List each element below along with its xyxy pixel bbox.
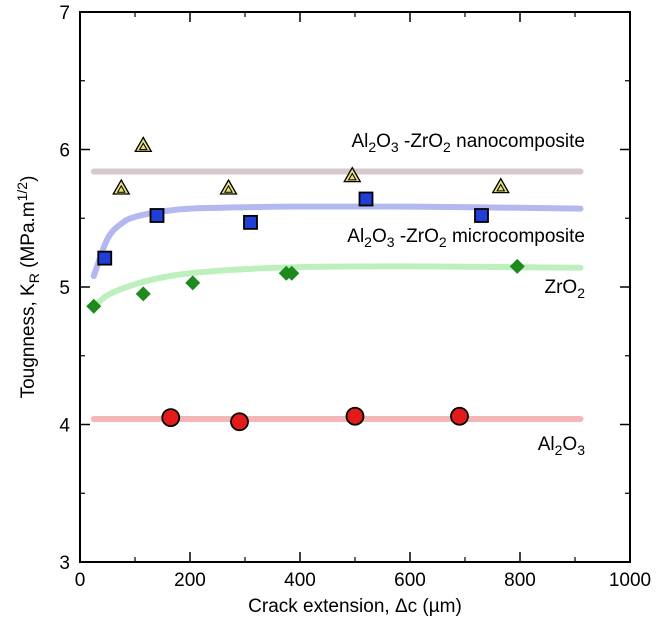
curve-label-text: nanocomposite bbox=[451, 131, 585, 152]
data-point-diamond bbox=[86, 298, 102, 314]
x-tick-label: 0 bbox=[75, 570, 86, 591]
data-point-triangle bbox=[491, 177, 510, 194]
curve-label-text: ZrO bbox=[544, 277, 577, 298]
curve-label-subscript: 2 bbox=[364, 234, 372, 250]
data-markers bbox=[86, 136, 525, 432]
data-point-circle bbox=[161, 408, 181, 428]
fit-line bbox=[90, 263, 584, 311]
data-point-circle bbox=[450, 406, 469, 426]
data-point-triangle bbox=[112, 178, 131, 195]
fit-line bbox=[90, 203, 584, 279]
fit-lines bbox=[90, 168, 584, 422]
curve-label-text: Al bbox=[538, 434, 555, 455]
data-point-square bbox=[358, 191, 374, 207]
curve-label-subscript: 2 bbox=[439, 234, 447, 250]
curve-label: Al2O3 bbox=[538, 434, 585, 458]
axis-ticks bbox=[79, 11, 631, 563]
y-axis-title-unit: (MPa.m bbox=[18, 201, 39, 273]
data-point-triangle-inner bbox=[224, 184, 233, 193]
data-point-triangle bbox=[134, 136, 153, 153]
curve-label-text: -ZrO bbox=[395, 226, 439, 247]
y-tick-label: 4 bbox=[59, 416, 70, 437]
x-tick-label: 1000 bbox=[609, 570, 651, 591]
y-tick-label: 5 bbox=[59, 278, 70, 299]
curve-label-text: O bbox=[376, 131, 391, 152]
data-point-diamond bbox=[509, 258, 525, 274]
curve-label-text: -ZrO bbox=[399, 131, 443, 152]
y-axis-title: Tougnness, KR (MPa.m1/2) bbox=[14, 176, 42, 399]
y-axis-title-main: Tougnness, K bbox=[18, 283, 39, 398]
curve-label: Al2O3 -ZrO2 microcomposite bbox=[347, 226, 585, 250]
curve-label-text: Al bbox=[351, 131, 368, 152]
data-point-square bbox=[243, 214, 258, 230]
x-axis-title: Crack extension, Δc (µm) bbox=[248, 596, 462, 617]
data-point-diamond bbox=[135, 286, 151, 302]
data-point-square bbox=[97, 250, 113, 266]
y-axis-title-sub: R bbox=[26, 273, 42, 283]
data-point-triangle-inner bbox=[496, 183, 506, 192]
curve-label-text: Al bbox=[347, 226, 364, 247]
curve-label-text: microcomposite bbox=[447, 226, 585, 247]
data-point-square bbox=[474, 208, 489, 223]
y-tick-label: 6 bbox=[59, 141, 70, 162]
curve-label-text: O bbox=[372, 226, 387, 247]
curve-label-subscript: 3 bbox=[391, 139, 399, 155]
data-point-triangle-inner bbox=[347, 172, 357, 181]
curve-label: Al2O3 -ZrO2 nanocomposite bbox=[351, 131, 585, 155]
y-axis-title-close: ) bbox=[18, 176, 39, 182]
data-point-circle bbox=[345, 406, 365, 426]
x-tick-label: 600 bbox=[394, 570, 426, 591]
data-point-diamond bbox=[185, 275, 201, 291]
data-point-circle bbox=[230, 412, 249, 432]
data-point-square bbox=[149, 208, 165, 223]
curve-label-subscript: 2 bbox=[368, 139, 376, 155]
y-axis-title-exp: 1/2 bbox=[14, 182, 30, 202]
curve-label: ZrO2 bbox=[544, 277, 585, 301]
data-point-triangle-inner bbox=[116, 184, 126, 193]
x-tick-label: 400 bbox=[284, 570, 316, 591]
data-point-diamond bbox=[284, 265, 300, 281]
x-tick-label: 800 bbox=[504, 570, 536, 591]
data-point-triangle-inner bbox=[138, 142, 148, 151]
curve-label-subscript: 2 bbox=[577, 285, 585, 301]
data-point-triangle bbox=[343, 166, 362, 183]
y-tick-label: 7 bbox=[59, 3, 70, 24]
x-tick-label: 200 bbox=[174, 570, 206, 591]
data-point-triangle bbox=[219, 178, 238, 195]
tick-labels: 0 200 400 600 800 1000 3 4 5 6 7 bbox=[59, 3, 651, 591]
curve-label-text: O bbox=[562, 434, 577, 455]
y-tick-label: 3 bbox=[59, 553, 70, 574]
curve-label-subscript: 3 bbox=[577, 442, 585, 458]
curve-label-subscript: 3 bbox=[387, 234, 395, 250]
curve-label-subscript: 2 bbox=[443, 139, 451, 155]
curve-label-subscript: 2 bbox=[555, 442, 563, 458]
